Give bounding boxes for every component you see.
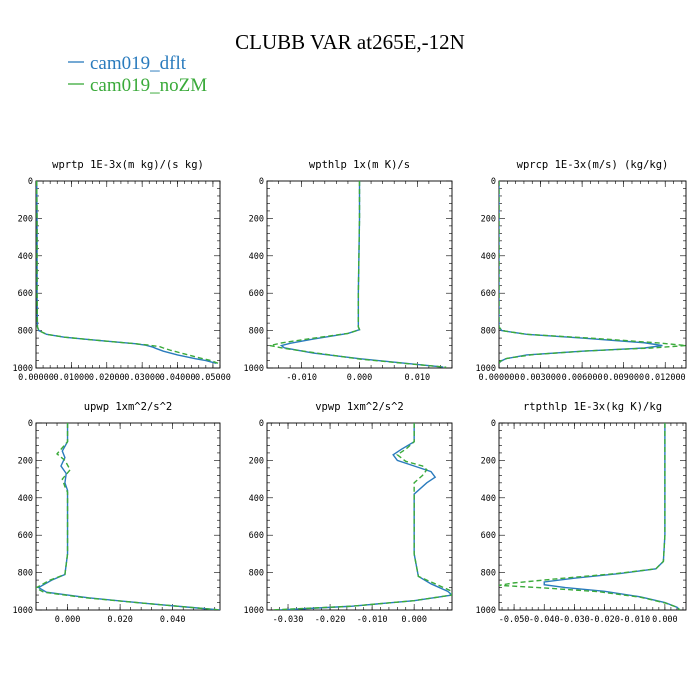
y-tick-label: 0 (491, 177, 496, 187)
x-tick-label: 0.003000 (520, 373, 561, 383)
y-tick-label: 1000 (244, 364, 264, 374)
x-tick-label: 0.006000 (562, 373, 603, 383)
panel-2: wpthlp 1x(m K)/s 0 200 400 600 800 1000 -0.010 0… (244, 159, 453, 383)
panel-3: wprcp 1E-3x(m/s) (kg/kg) 0 200 400 600 800 100… (476, 159, 687, 383)
figure-title: CLUBB VAR at265E,-12N (235, 30, 465, 54)
y-tick-label: 600 (249, 289, 264, 299)
y-tick-label: 200 (249, 214, 264, 224)
series-line-nozm (36, 181, 219, 364)
series-line-nozm (499, 423, 681, 610)
y-tick-label: 0 (259, 419, 264, 429)
x-tick-label: -0.030 (559, 615, 590, 625)
y-tick-label: 1000 (244, 606, 264, 616)
x-tick-label: 0.010 (405, 373, 431, 383)
panels: wprtp 1E-3x(m kg)/(s kg) 0 200 400 600 800 100… (13, 159, 687, 625)
plot-frame (266, 422, 453, 611)
y-tick-label: 600 (481, 531, 496, 541)
y-tick-label: 400 (249, 494, 264, 504)
y-tick-label: 800 (249, 327, 264, 337)
series-line-nozm (499, 181, 686, 364)
series-line-dflt (36, 181, 217, 364)
y-tick-label: 200 (18, 456, 33, 466)
y-tick-label: 400 (18, 252, 33, 262)
x-tick-label: -0.040 (529, 615, 560, 625)
x-tick-label: 0.000 (652, 615, 678, 625)
y-tick-label: 800 (18, 569, 33, 579)
x-tick-label: 0.000 (401, 615, 427, 625)
y-tick-label: 1000 (476, 364, 496, 374)
series-line-dflt (279, 423, 452, 610)
panel-title: vpwp 1xm^2/s^2 (315, 401, 404, 413)
y-tick-label: 800 (18, 327, 33, 337)
plot-frame (35, 180, 221, 369)
panel-1: wprtp 1E-3x(m kg)/(s kg) 0 200 400 600 800 100… (13, 159, 231, 383)
x-tick-label: 0.012000 (645, 373, 686, 383)
x-tick-label: -0.020 (589, 615, 620, 625)
y-tick-label: 200 (481, 214, 496, 224)
y-tick-label: 800 (481, 327, 496, 337)
x-tick-label: 0.000000 (479, 373, 520, 383)
y-tick-label: 200 (249, 456, 264, 466)
y-tick-label: 1000 (476, 606, 496, 616)
series-line-nozm (269, 181, 447, 368)
y-tick-label: 400 (481, 252, 496, 262)
panel-title: upwp 1xm^2/s^2 (84, 401, 173, 413)
y-tick-label: 400 (18, 494, 33, 504)
panel-title: wprtp 1E-3x(m kg)/(s kg) (52, 159, 204, 171)
panel-5: vpwp 1xm^2/s^2 0 200 400 600 800 1000 -0.030 -0.… (244, 401, 453, 625)
x-tick-label: 0.040 (160, 615, 186, 625)
y-tick-label: 0 (259, 177, 264, 187)
y-tick-label: 400 (481, 494, 496, 504)
y-tick-label: 600 (18, 531, 33, 541)
legend: cam019_dflt cam019_noZM (68, 53, 207, 96)
y-tick-label: 200 (481, 456, 496, 466)
legend-label-dflt: cam019_dflt (90, 53, 187, 74)
y-tick-label: 1000 (13, 606, 33, 616)
x-tick-label: 0.04000 (160, 373, 196, 383)
y-tick-label: 800 (249, 569, 264, 579)
x-tick-label: 0.01000 (53, 373, 89, 383)
x-tick-label: 0.00000 (18, 373, 54, 383)
y-tick-label: 600 (249, 531, 264, 541)
series-line-dflt (37, 423, 220, 610)
x-tick-label: 0.020 (107, 615, 133, 625)
x-tick-label: 0.000 (55, 615, 81, 625)
series-line-nozm (271, 423, 452, 610)
y-tick-label: 600 (18, 289, 33, 299)
panel-title: rtpthlp 1E-3x(kg K)/kg (523, 401, 662, 413)
y-tick-label: 1000 (13, 364, 33, 374)
x-tick-label: 0.009000 (603, 373, 644, 383)
x-tick-label: -0.010 (357, 615, 388, 625)
x-tick-label: 0.05000 (195, 373, 231, 383)
x-tick-label: -0.010 (619, 615, 650, 625)
x-tick-label: 0.03000 (124, 373, 160, 383)
panel-title: wprcp 1E-3x(m/s) (kg/kg) (517, 159, 669, 171)
x-tick-label: -0.020 (315, 615, 346, 625)
series-line-nozm (36, 423, 220, 610)
y-tick-label: 0 (28, 177, 33, 187)
plot-frame (498, 180, 687, 369)
x-tick-label: 0.02000 (89, 373, 125, 383)
series-line-dflt (499, 181, 663, 364)
y-tick-label: 400 (249, 252, 264, 262)
plot-frame (498, 422, 687, 611)
x-tick-label: -0.010 (286, 373, 317, 383)
panel-title: wpthlp 1x(m K)/s (309, 159, 410, 171)
y-tick-label: 600 (481, 289, 496, 299)
x-tick-label: -0.030 (273, 615, 304, 625)
panel-4: upwp 1xm^2/s^2 0 200 400 600 800 1000 0.000 0.02… (13, 401, 221, 625)
series-line-dflt (543, 423, 681, 610)
legend-label-nozm: cam019_noZM (90, 75, 207, 96)
x-tick-label: 0.000 (347, 373, 373, 383)
panel-6: rtpthlp 1E-3x(kg K)/kg02004006008001000-… (476, 401, 687, 625)
y-tick-label: 0 (491, 419, 496, 429)
y-tick-label: 200 (18, 214, 33, 224)
y-tick-label: 800 (481, 569, 496, 579)
plot-frame (35, 422, 221, 611)
y-tick-label: 0 (28, 419, 33, 429)
x-tick-label: -0.050 (499, 615, 530, 625)
